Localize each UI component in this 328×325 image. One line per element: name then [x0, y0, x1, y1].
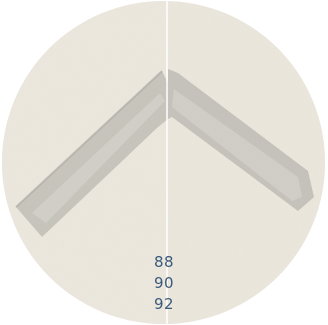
readout-value: 88	[153, 253, 175, 271]
readout-value: 92	[153, 295, 175, 313]
value-readout: 88 90 92	[134, 252, 194, 315]
magnified-stroke-view	[2, 1, 325, 324]
comparison-divider[interactable]	[166, 1, 168, 324]
paper-grain	[2, 1, 325, 324]
magnifier-lens	[2, 1, 325, 324]
readout-value: 90	[153, 274, 175, 292]
